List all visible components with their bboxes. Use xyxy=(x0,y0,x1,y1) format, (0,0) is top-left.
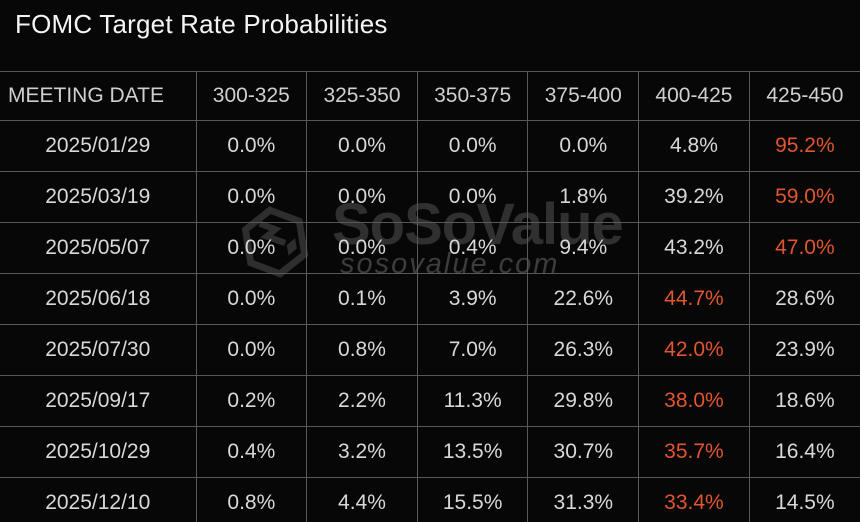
probability-cell: 0.0% xyxy=(195,222,308,274)
probability-cell-highlighted: 44.7% xyxy=(638,273,750,325)
probability-cell: 14.5% xyxy=(748,477,860,522)
probability-cell: 0.0% xyxy=(306,120,418,172)
probability-cell: 15.5% xyxy=(416,477,529,522)
table-row: 2025/12/10 0.8% 4.4% 15.5% 31.3% 33.4% 14.5% xyxy=(0,477,860,522)
probability-cell: 39.2% xyxy=(638,171,750,223)
probability-cell: 9.4% xyxy=(527,222,640,274)
probability-cell: 0.1% xyxy=(306,273,418,325)
probability-cell: 0.0% xyxy=(195,324,308,376)
column-header-400-425: 400-425 xyxy=(638,71,750,121)
table-row: 2025/06/18 0.0% 0.1% 3.9% 22.6% 44.7% 28.6% xyxy=(0,273,860,325)
probability-cell: 0.0% xyxy=(195,120,308,172)
title-bar: FOMC Target Rate Probabilities xyxy=(0,0,860,71)
probability-cell-highlighted: 95.2% xyxy=(748,120,860,172)
table-row: 2025/09/17 0.2% 2.2% 11.3% 29.8% 38.0% 18.6% xyxy=(0,375,860,427)
table-row: 2025/07/30 0.0% 0.8% 7.0% 26.3% 42.0% 23.9% xyxy=(0,324,860,376)
probability-cell-highlighted: 42.0% xyxy=(638,324,750,376)
probability-cell: 3.2% xyxy=(306,426,418,478)
probability-cell: 0.2% xyxy=(195,375,308,427)
probability-cell-highlighted: 59.0% xyxy=(748,171,860,223)
probability-cell: 13.5% xyxy=(416,426,529,478)
meeting-date-cell: 2025/07/30 xyxy=(0,324,197,376)
column-header-425-450: 425-450 xyxy=(748,71,860,121)
probabilities-table: MEETING DATE 300-325 325-350 350-375 375… xyxy=(0,71,860,522)
header-row: MEETING DATE 300-325 325-350 350-375 375… xyxy=(0,71,860,121)
probability-cell: 18.6% xyxy=(748,375,860,427)
meeting-date-cell: 2025/12/10 xyxy=(0,477,197,522)
table-row: 2025/01/29 0.0% 0.0% 0.0% 0.0% 4.8% 95.2% xyxy=(0,120,860,172)
probability-cell: 22.6% xyxy=(527,273,640,325)
probability-cell: 1.8% xyxy=(527,171,640,223)
probability-cell: 23.9% xyxy=(748,324,860,376)
column-header-350-375: 350-375 xyxy=(416,71,529,121)
probability-cell: 3.9% xyxy=(416,273,529,325)
probability-cell: 4.4% xyxy=(306,477,418,522)
column-header-300-325: 300-325 xyxy=(195,71,308,121)
probability-cell: 4.8% xyxy=(638,120,750,172)
probability-cell: 0.4% xyxy=(416,222,529,274)
meeting-date-cell: 2025/01/29 xyxy=(0,120,197,172)
probability-cell-highlighted: 35.7% xyxy=(638,426,750,478)
column-header-meeting-date: MEETING DATE xyxy=(0,71,197,121)
probability-cell: 0.0% xyxy=(306,222,418,274)
probability-cell: 0.0% xyxy=(527,120,640,172)
probability-cell: 7.0% xyxy=(416,324,529,376)
probability-cell: 0.4% xyxy=(195,426,308,478)
table-row: 2025/03/19 0.0% 0.0% 0.0% 1.8% 39.2% 59.0% xyxy=(0,171,860,223)
table-body: 2025/01/29 0.0% 0.0% 0.0% 0.0% 4.8% 95.2% 2025/… xyxy=(0,120,860,522)
meeting-date-cell: 2025/05/07 xyxy=(0,222,197,274)
page-title: FOMC Target Rate Probabilities xyxy=(15,9,388,39)
probability-cell: 43.2% xyxy=(638,222,750,274)
table-row: 2025/10/29 0.4% 3.2% 13.5% 30.7% 35.7% 16.4% xyxy=(0,426,860,478)
probability-cell: 2.2% xyxy=(306,375,418,427)
probability-cell: 0.0% xyxy=(416,171,529,223)
probability-cell: 30.7% xyxy=(527,426,640,478)
probability-cell: 0.0% xyxy=(195,171,308,223)
probability-cell: 0.0% xyxy=(195,273,308,325)
meeting-date-cell: 2025/10/29 xyxy=(0,426,197,478)
meeting-date-cell: 2025/03/19 xyxy=(0,171,197,223)
probability-cell: 11.3% xyxy=(416,375,529,427)
probability-cell: 0.0% xyxy=(416,120,529,172)
probability-cell-highlighted: 33.4% xyxy=(638,477,750,522)
probability-cell: 0.0% xyxy=(306,171,418,223)
column-header-375-400: 375-400 xyxy=(527,71,640,121)
meeting-date-cell: 2025/06/18 xyxy=(0,273,197,325)
probability-cell-highlighted: 38.0% xyxy=(638,375,750,427)
probability-cell: 0.8% xyxy=(195,477,308,522)
probability-cell-highlighted: 47.0% xyxy=(748,222,860,274)
probability-cell: 16.4% xyxy=(748,426,860,478)
probability-cell: 0.8% xyxy=(306,324,418,376)
probability-cell: 26.3% xyxy=(527,324,640,376)
probability-cell: 28.6% xyxy=(748,273,860,325)
table-header: MEETING DATE 300-325 325-350 350-375 375… xyxy=(0,71,860,121)
probability-cell: 29.8% xyxy=(527,375,640,427)
column-header-325-350: 325-350 xyxy=(306,71,418,121)
table-row: 2025/05/07 0.0% 0.0% 0.4% 9.4% 43.2% 47.0% xyxy=(0,222,860,274)
meeting-date-cell: 2025/09/17 xyxy=(0,375,197,427)
probability-cell: 31.3% xyxy=(527,477,640,522)
